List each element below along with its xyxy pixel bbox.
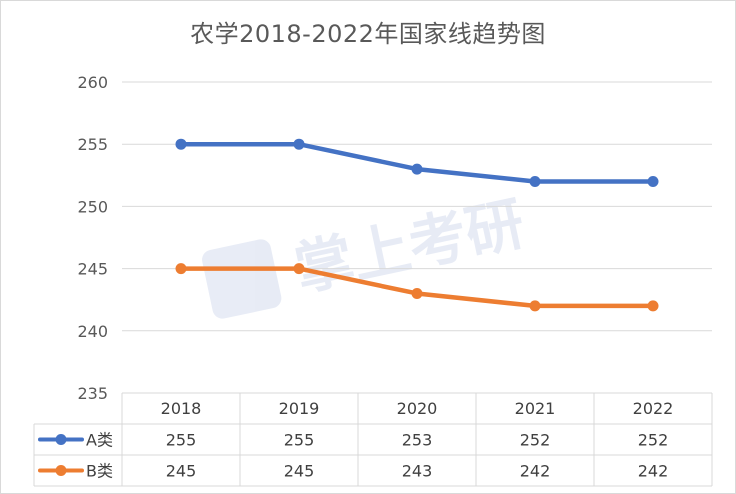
legend-label: A类 [86,431,113,450]
series-layer [175,138,659,312]
y-tick-label: 240 [77,322,108,341]
x-category-label: 2019 [279,399,320,418]
table-value: 242 [520,462,551,481]
data-point [293,138,305,150]
table-value: 245 [284,462,315,481]
table-value: 245 [166,462,197,481]
x-category-label: 2022 [633,399,674,418]
y-tick-label: 260 [77,73,108,92]
data-point [411,287,423,299]
x-category-label: 2018 [161,399,202,418]
data-table: 2018 2019 2020 2021 2022 A类 255 255 253 252 252 B类 2… [33,392,713,487]
series-line [178,141,656,184]
data-point [647,300,659,312]
data-point [529,300,541,312]
x-category-label: 2020 [397,399,438,418]
table-value: 242 [638,462,669,481]
table-value: 255 [166,431,197,450]
table-value: 252 [520,431,551,450]
x-category-label: 2021 [515,399,556,418]
y-tick-label: 245 [77,260,108,279]
data-point [529,176,541,188]
y-tick-label: 255 [77,135,108,154]
watermark-logo-icon [202,239,282,319]
legend-key-marker [55,465,67,476]
chart-title: 农学2018-2022年国家线趋势图 [190,20,546,48]
legend-key-marker [55,434,67,445]
data-point [175,263,187,275]
y-tick-label: 235 [77,384,108,403]
table-value: 253 [402,431,433,450]
data-point [647,176,659,188]
legend-label: B类 [86,462,113,481]
y-axis-ticks: 260 255 250 245 240 235 [77,73,108,403]
table-value: 255 [284,431,315,450]
data-point [293,263,305,275]
y-tick-label: 250 [77,197,108,216]
table-value: 243 [402,462,433,481]
data-point [411,163,423,175]
data-point [175,138,187,150]
table-value: 252 [638,431,669,450]
